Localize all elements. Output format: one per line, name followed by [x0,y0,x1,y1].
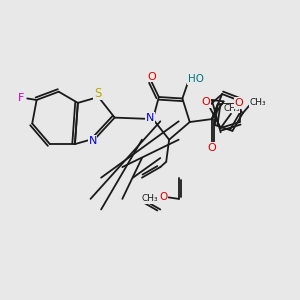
Text: O: O [208,143,216,153]
Text: N: N [88,136,97,146]
Text: N: N [146,112,154,123]
Text: S: S [94,87,101,100]
Text: O: O [159,192,167,203]
Text: F: F [18,94,25,103]
Text: CH₃: CH₃ [223,104,240,113]
Text: O: O [202,97,210,107]
Text: HO: HO [188,74,204,84]
Text: O: O [235,98,243,108]
Text: CH₃: CH₃ [142,194,158,203]
Text: CH₃: CH₃ [250,98,266,106]
Text: O: O [147,72,156,82]
